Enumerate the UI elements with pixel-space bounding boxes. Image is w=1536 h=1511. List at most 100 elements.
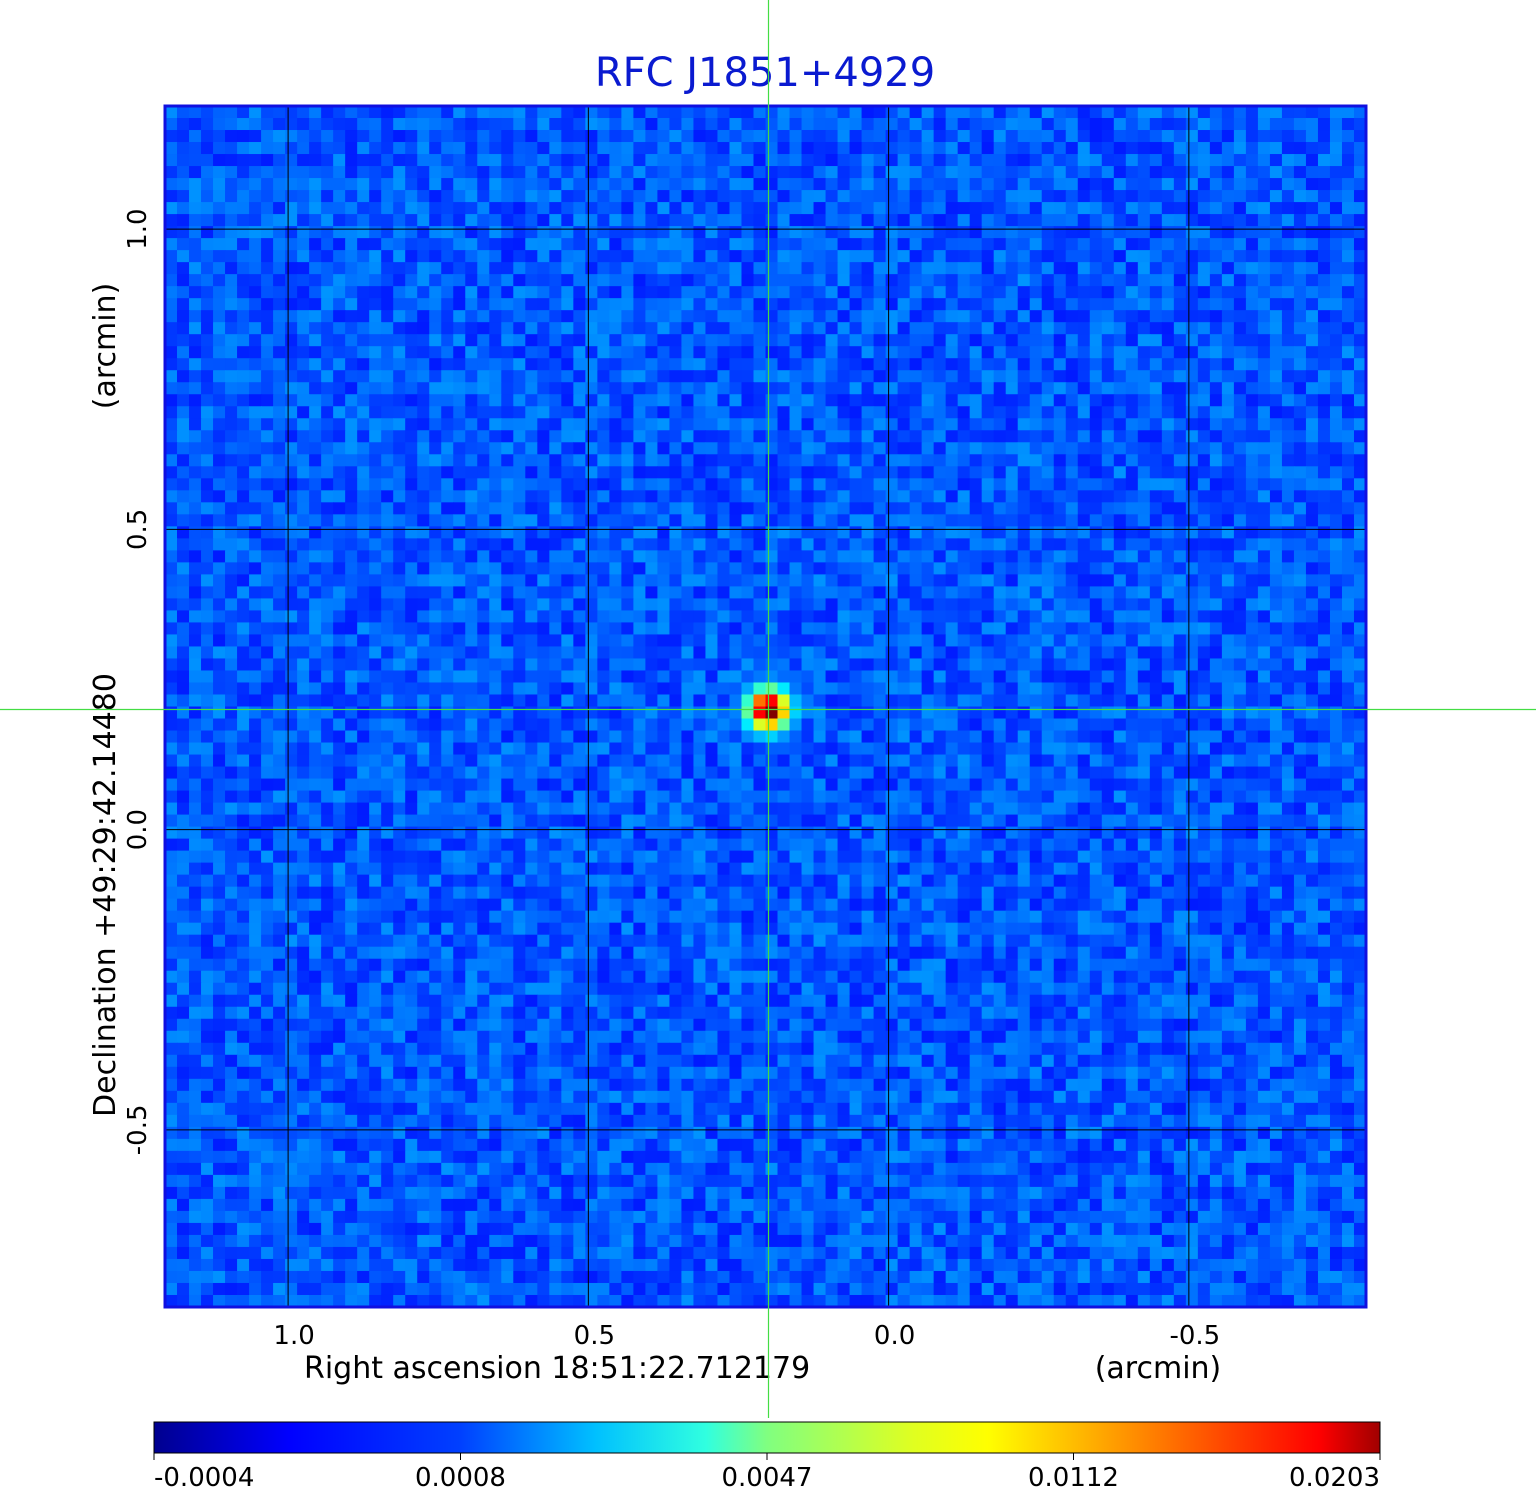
map-pixel xyxy=(933,574,947,587)
map-pixel xyxy=(1197,202,1211,215)
map-pixel xyxy=(1317,370,1331,383)
map-pixel xyxy=(381,406,394,419)
map-pixel xyxy=(453,286,466,299)
map-pixel xyxy=(1101,430,1115,443)
map-pixel xyxy=(861,430,875,443)
map-pixel xyxy=(813,118,827,131)
map-pixel xyxy=(1077,562,1091,575)
map-pixel xyxy=(1197,634,1211,648)
map-pixel xyxy=(825,454,839,467)
map-pixel xyxy=(1317,622,1331,636)
map-pixel xyxy=(1149,694,1163,708)
map-pixel xyxy=(1305,418,1319,431)
map-pixel xyxy=(801,202,815,215)
map-pixel xyxy=(441,250,454,263)
map-pixel xyxy=(381,202,394,215)
map-pixel xyxy=(1209,262,1223,275)
map-pixel xyxy=(489,262,502,275)
map-pixel xyxy=(1077,454,1091,467)
map-pixel xyxy=(489,430,502,443)
map-pixel xyxy=(1317,454,1331,467)
map-pixel xyxy=(921,106,935,119)
map-pixel xyxy=(513,382,526,395)
map-pixel xyxy=(1317,550,1331,563)
map-pixel xyxy=(825,154,839,167)
map-pixel xyxy=(1161,610,1175,624)
map-pixel xyxy=(441,262,454,275)
map-pixel xyxy=(525,346,538,359)
map-pixel xyxy=(1209,598,1223,612)
map-pixel xyxy=(369,670,382,684)
map-pixel xyxy=(1317,286,1331,299)
map-pixel xyxy=(537,574,550,587)
map-pixel xyxy=(789,142,803,155)
map-pixel xyxy=(441,202,454,215)
map-pixel xyxy=(273,130,286,143)
map-pixel xyxy=(1113,658,1127,672)
map-pixel xyxy=(573,154,586,167)
map-pixel xyxy=(609,562,622,575)
map-pixel xyxy=(1209,298,1223,311)
map-pixel xyxy=(177,142,190,155)
map-pixel xyxy=(549,490,562,503)
map-pixel xyxy=(573,442,586,455)
map-pixel xyxy=(321,142,334,155)
map-pixel xyxy=(705,190,719,203)
map-pixel xyxy=(753,202,767,215)
map-pixel xyxy=(537,442,550,455)
map-pixel xyxy=(249,130,262,143)
map-pixel xyxy=(573,250,586,263)
map-pixel xyxy=(1149,394,1163,407)
map-pixel xyxy=(561,418,574,431)
map-pixel xyxy=(1233,166,1247,179)
map-pixel xyxy=(1329,334,1343,347)
map-pixel xyxy=(621,634,634,648)
map-pixel xyxy=(1269,622,1283,636)
map-pixel xyxy=(933,226,947,239)
map-pixel xyxy=(609,382,622,395)
map-pixel xyxy=(465,430,478,443)
map-pixel xyxy=(1017,442,1031,455)
map-pixel xyxy=(1221,562,1235,575)
map-pixel xyxy=(801,646,815,660)
plot-area xyxy=(163,104,1368,1309)
map-pixel xyxy=(693,598,707,612)
map-pixel xyxy=(237,310,250,323)
map-pixel xyxy=(1089,430,1103,443)
map-pixel xyxy=(909,346,923,359)
map-pixel xyxy=(1293,634,1307,648)
map-pixel xyxy=(321,646,334,660)
map-pixel xyxy=(381,262,394,275)
map-pixel xyxy=(993,370,1007,383)
map-pixel xyxy=(225,682,238,696)
map-pixel xyxy=(249,178,262,191)
map-pixel xyxy=(453,562,466,575)
map-pixel xyxy=(525,370,538,383)
map-pixel xyxy=(1077,238,1091,251)
map-pixel xyxy=(753,226,767,239)
map-pixel xyxy=(801,370,815,383)
map-pixel xyxy=(1173,226,1187,239)
map-pixel xyxy=(1065,586,1079,600)
map-pixel xyxy=(1149,142,1163,155)
map-pixel xyxy=(237,586,250,600)
map-pixel xyxy=(381,226,394,239)
map-pixel xyxy=(1269,286,1283,299)
map-pixel xyxy=(393,574,406,587)
map-pixel xyxy=(381,466,394,479)
map-pixel xyxy=(1233,442,1247,455)
map-pixel xyxy=(501,262,514,275)
map-pixel xyxy=(213,286,226,299)
map-pixel xyxy=(957,202,971,215)
map-pixel xyxy=(1329,526,1343,539)
map-pixel xyxy=(1233,394,1247,407)
map-pixel xyxy=(321,574,334,587)
map-pixel xyxy=(717,262,731,275)
map-pixel xyxy=(549,262,562,275)
map-pixel xyxy=(309,178,322,191)
map-pixel xyxy=(813,202,827,215)
map-pixel xyxy=(561,442,574,455)
map-pixel xyxy=(237,526,250,539)
map-pixel xyxy=(945,286,959,299)
map-pixel xyxy=(645,562,659,575)
